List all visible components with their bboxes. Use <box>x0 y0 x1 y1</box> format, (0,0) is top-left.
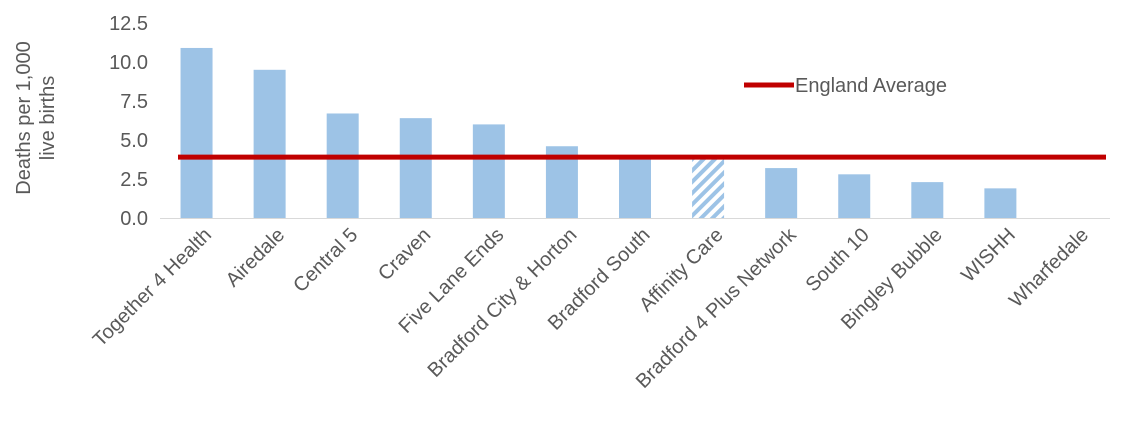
bar-wishh <box>984 188 1017 218</box>
x-tick-label-wharfedale: Wharfedale <box>1005 224 1093 312</box>
bar-bradford-4-plus-network <box>765 168 798 218</box>
bar-bingley-bubble <box>911 182 944 218</box>
y-tick-label: 12.5 <box>109 13 148 35</box>
bar-five-lane-ends <box>472 124 505 218</box>
bar-central-5 <box>326 113 359 218</box>
x-tick-label-craven: Craven <box>374 224 435 285</box>
y-tick-label: 10.0 <box>109 52 148 74</box>
y-axis-label-line-2: live births <box>37 76 59 160</box>
y-axis-label-line-1: Deaths per 1,000 <box>13 41 35 194</box>
y-tick-label: 2.5 <box>120 169 148 191</box>
x-tick-label-wishh: WISHH <box>957 224 1020 287</box>
y-axis-label: Deaths per 1,000 live births <box>13 41 59 194</box>
y-tick-label: 5.0 <box>120 130 148 152</box>
bar-together-4-health <box>180 47 213 219</box>
bar-south-10 <box>838 174 871 218</box>
y-tick-label: 7.5 <box>120 91 148 113</box>
category-labels: Together 4 Health Airedale Central 5 Craven… <box>89 223 1093 393</box>
bar-airedale <box>253 69 286 218</box>
legend-label-england-average: England Average <box>795 75 947 97</box>
x-tick-label-central-5: Central 5 <box>289 224 362 297</box>
y-tick-label: 0.0 <box>120 208 148 230</box>
y-axis: 0.0 2.5 5.0 7.5 10.0 12.5 <box>109 13 148 230</box>
x-tick-label-bradford-city-horton: Bradford City & Horton <box>424 224 582 382</box>
bar-affinity-care <box>692 158 725 218</box>
x-tick-label-south-10: South 10 <box>802 224 874 296</box>
bar-craven <box>399 118 432 218</box>
x-tick-label-together-4-health: Together 4 Health <box>89 224 216 351</box>
legend: England Average <box>744 75 947 97</box>
bar-series <box>180 47 1017 219</box>
x-tick-label-airedale: Airedale <box>222 224 289 291</box>
bar-bradford-south <box>619 157 651 218</box>
